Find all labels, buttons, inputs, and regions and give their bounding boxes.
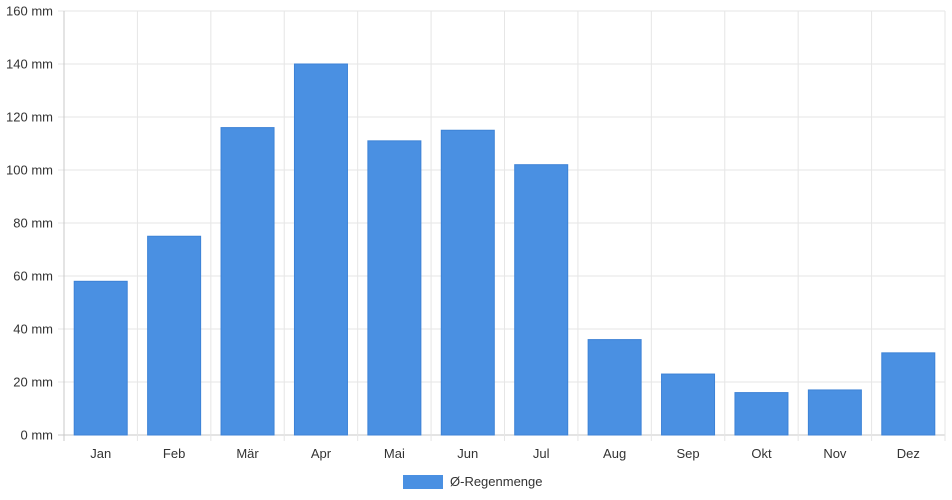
bar-dez[interactable]: [881, 352, 936, 436]
x-tick-label: Dez: [897, 446, 920, 461]
bar-mai[interactable]: [367, 140, 422, 436]
y-tick-label: 0 mm: [21, 428, 54, 443]
bar-okt[interactable]: [734, 392, 789, 436]
bar-feb[interactable]: [147, 235, 202, 436]
y-tick-label: 160 mm: [6, 4, 53, 19]
y-tick-label: 80 mm: [13, 216, 53, 231]
grid: [58, 10, 946, 441]
x-tick-label: Aug: [603, 446, 626, 461]
x-tick-label: Mai: [384, 446, 405, 461]
x-tick-label: Jul: [533, 446, 550, 461]
bar-jun[interactable]: [440, 129, 495, 436]
x-tick-label: Okt: [751, 446, 772, 461]
x-tick-label: Sep: [676, 446, 699, 461]
y-tick-label: 20 mm: [13, 375, 53, 390]
y-tick-label: 120 mm: [6, 110, 53, 125]
legend-swatch: [403, 475, 443, 489]
bar-apr[interactable]: [293, 63, 348, 436]
y-axis-ticks: 0 mm 20 mm 40 mm 60 mm 80 mm 100 mm 120 mm 140 …: [6, 4, 53, 443]
legend-label-series-0: Ø-Regenmenge: [450, 474, 543, 489]
y-tick-label: 140 mm: [6, 57, 53, 72]
y-tick-label: 40 mm: [13, 322, 53, 337]
bar-aug[interactable]: [587, 339, 642, 436]
bar-sep[interactable]: [661, 373, 716, 436]
legend[interactable]: Ø-Regenmenge: [403, 474, 543, 489]
x-tick-label: Feb: [163, 446, 185, 461]
bar-nov[interactable]: [807, 389, 862, 436]
x-tick-label: Nov: [823, 446, 847, 461]
x-tick-label: Apr: [311, 446, 332, 461]
x-axis-ticks: Jan Feb Mär Apr Mai Jun Jul Aug Sep Okt Nov Dez: [90, 446, 920, 461]
x-tick-label: Jun: [457, 446, 478, 461]
bars: [73, 63, 936, 436]
x-tick-label: Jan: [90, 446, 111, 461]
x-tick-label: Mär: [236, 446, 259, 461]
bar-jul[interactable]: [514, 164, 569, 436]
y-tick-label: 100 mm: [6, 163, 53, 178]
bar-mär[interactable]: [220, 127, 275, 436]
y-tick-label: 60 mm: [13, 269, 53, 284]
bar-jan[interactable]: [73, 280, 128, 436]
